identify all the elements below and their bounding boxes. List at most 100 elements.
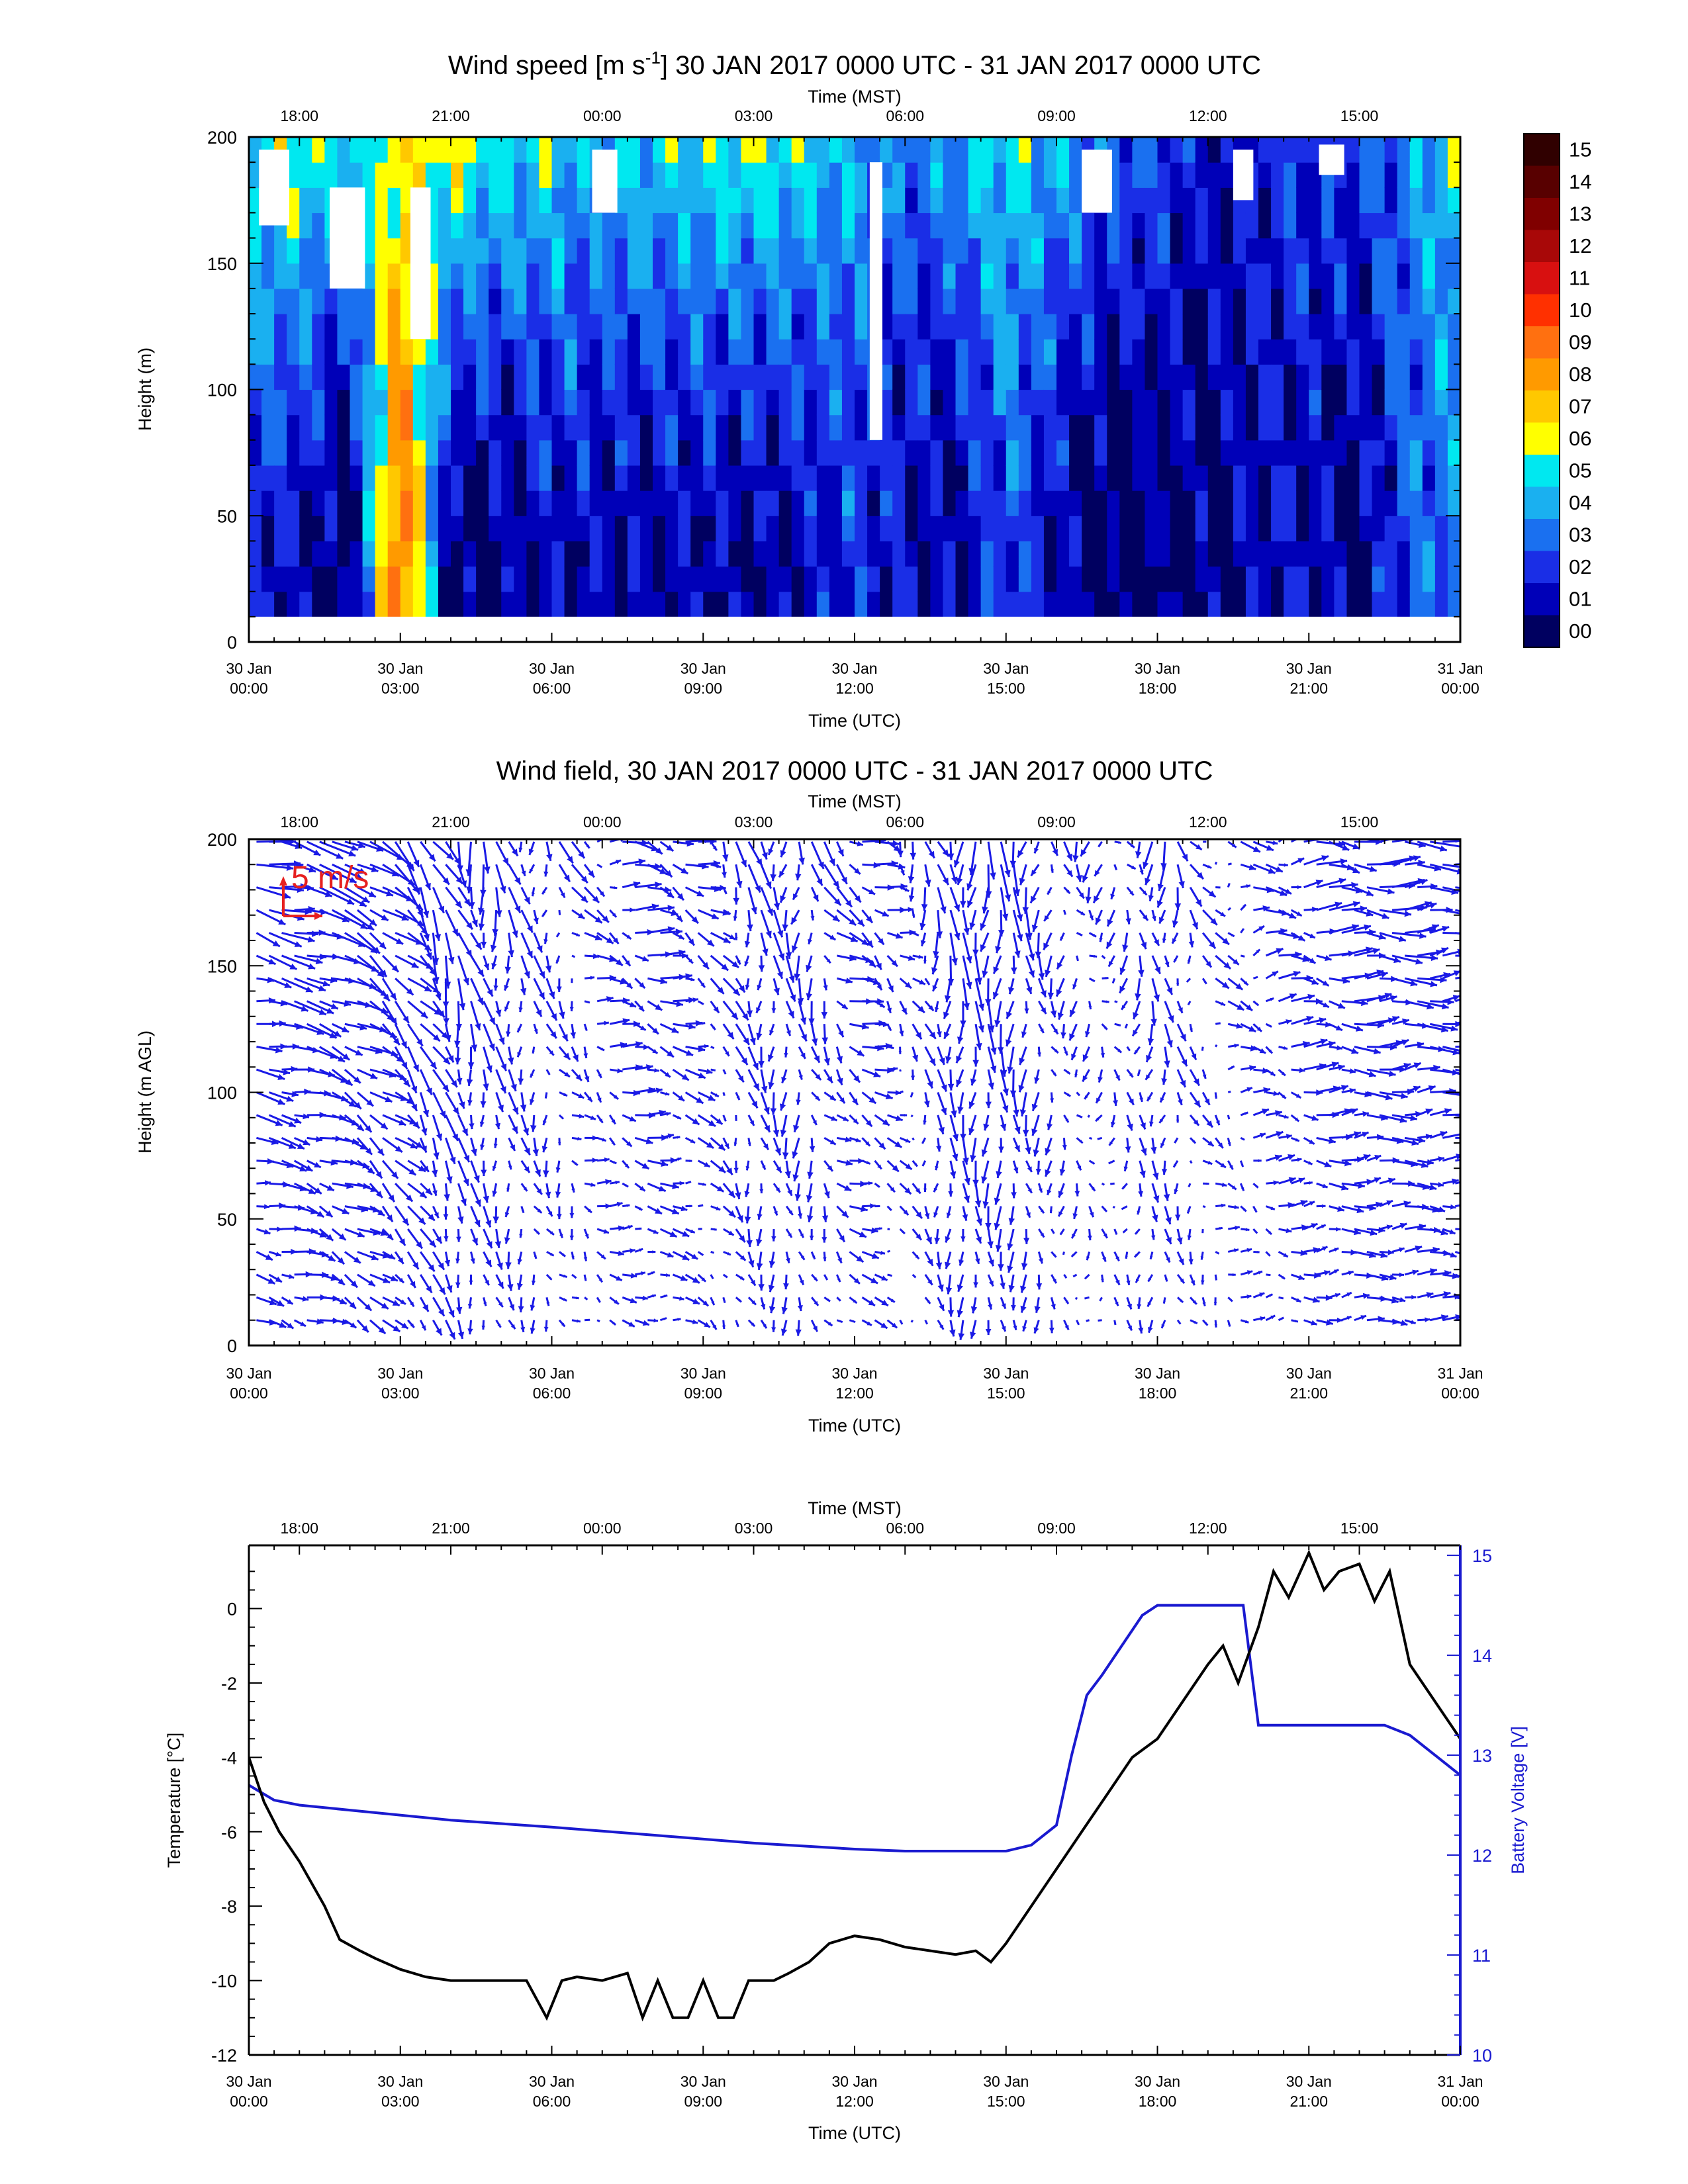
wind-vector-head [980, 944, 986, 952]
heatmap-cell [1119, 465, 1133, 491]
heatmap-cell [1157, 541, 1171, 567]
heatmap-cell [1384, 591, 1398, 617]
heatmap-cell [1170, 591, 1184, 617]
heatmap-cell [324, 465, 338, 491]
heatmap-cell [841, 187, 855, 214]
heatmap-cell [577, 439, 590, 466]
heatmap-cell [816, 591, 830, 617]
wind-vector-head [556, 960, 559, 964]
wind-vector-head [618, 1250, 624, 1256]
heatmap-cell [728, 162, 742, 188]
heatmap-cell [678, 212, 691, 239]
heatmap-cell [1284, 541, 1297, 567]
wind-vector-head [665, 1071, 671, 1077]
wind-vector-head [470, 1258, 475, 1264]
heatmap-cell [312, 339, 325, 365]
heatmap-cell [816, 212, 830, 239]
heatmap-cell [1422, 566, 1436, 592]
wind-vector-head [534, 1029, 538, 1034]
heatmap-cell [639, 137, 653, 163]
heatmap-cell [539, 490, 553, 516]
heatmap-cell [855, 187, 868, 214]
heatmap-cell [1346, 439, 1360, 466]
heatmap-cell [526, 364, 540, 390]
wind-vector-head [821, 1215, 829, 1222]
wind-vector-head [349, 876, 357, 883]
heatmap-cell [703, 314, 716, 340]
wind-vector-head [1037, 1052, 1041, 1057]
wind-vector-head [893, 1067, 898, 1071]
heatmap-cell [400, 212, 414, 239]
heatmap-cell [728, 465, 742, 491]
heatmap-cell [917, 465, 931, 491]
wind-vector-head [1102, 1257, 1106, 1262]
wind-vector-head [908, 876, 915, 884]
heatmap-cell [1195, 162, 1209, 188]
wind-vector-head [775, 1187, 780, 1193]
wind-vector-head [603, 1229, 609, 1234]
heatmap-cell [1309, 465, 1322, 491]
wind-vector-head [275, 1120, 283, 1126]
wind-vector-head [1057, 1012, 1064, 1020]
heatmap-cell [980, 389, 994, 416]
wind-vector-head [1001, 1326, 1006, 1332]
wind-vector-head [602, 915, 609, 923]
heatmap-cell [614, 364, 628, 390]
heatmap-cell [1220, 364, 1234, 390]
heatmap-cell [804, 314, 818, 340]
wind-vector-head [546, 1302, 550, 1306]
wind-vector-head [524, 1148, 530, 1156]
wind-vector-head [497, 1105, 504, 1113]
wind-vector-head [463, 1155, 470, 1163]
heatmap-cell [1296, 465, 1309, 491]
heatmap-cell [1031, 389, 1045, 416]
colorbar-swatch [1524, 422, 1560, 455]
heatmap-cell [1082, 339, 1095, 365]
heatmap-cell [1094, 439, 1107, 466]
wind-vector-head [718, 1165, 726, 1173]
heatmap-cell [1409, 591, 1423, 617]
heatmap-cell [816, 490, 830, 516]
heatmap-cell [1018, 212, 1032, 239]
heatmap-cell [855, 566, 868, 592]
heatmap-cell [1082, 516, 1095, 541]
heatmap-cell [489, 137, 502, 163]
heatmap-cell [943, 364, 957, 390]
wind-vector-head [671, 1026, 679, 1033]
wind-vector-head [716, 1185, 724, 1192]
wind-vector-head [390, 992, 397, 1000]
wind-vector-head [899, 1030, 904, 1036]
heatmap-cell [804, 541, 818, 567]
heatmap-cell [1069, 263, 1082, 289]
heatmap-cell [1334, 465, 1348, 491]
wind-vector-head [567, 856, 573, 864]
heatmap-cell [930, 187, 944, 214]
heatmap-cell [1056, 490, 1070, 516]
heatmap-cell [778, 162, 792, 188]
wind-vector-head [800, 1279, 804, 1285]
wind-vector-head [536, 945, 543, 953]
heatmap-cell [829, 591, 843, 617]
wind-vector-head [690, 1138, 696, 1143]
wind-vector-head [915, 1032, 922, 1040]
heatmap-cell [539, 465, 553, 491]
wind-vector-head [823, 1257, 827, 1261]
heatmap-cell [362, 212, 376, 239]
wind-vector-head [342, 1208, 350, 1214]
heatmap-cell [1145, 364, 1158, 390]
wind-vector-head [761, 1304, 766, 1310]
heatmap-cell [791, 389, 805, 416]
heatmap-cell [564, 516, 578, 541]
heatmap-cell [1233, 566, 1246, 592]
heatmap-cell [1006, 541, 1019, 567]
wind-vector-head [667, 891, 675, 898]
heatmap-cell [1372, 263, 1385, 289]
wind-vector-head [886, 1007, 892, 1013]
heatmap-cell [1359, 137, 1373, 163]
wind-vector-head [866, 915, 872, 923]
wind-vector-head [1079, 1140, 1083, 1144]
wind-vector-head [961, 1236, 966, 1242]
heatmap-cell [526, 339, 540, 365]
heatmap-cell [653, 490, 666, 516]
heatmap-cell [324, 389, 338, 416]
